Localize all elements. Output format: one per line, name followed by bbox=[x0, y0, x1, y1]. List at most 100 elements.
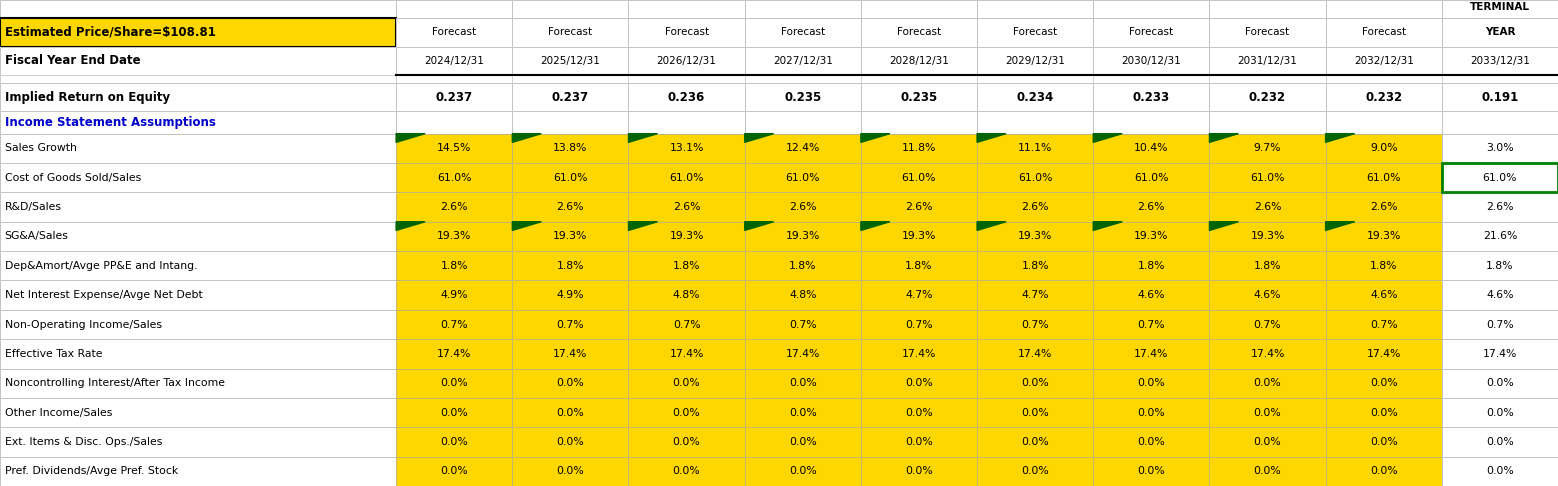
Bar bbox=[396, 398, 513, 427]
Text: 0.0%: 0.0% bbox=[905, 467, 933, 476]
Bar bbox=[1441, 134, 1558, 163]
Text: 0.0%: 0.0% bbox=[1486, 408, 1514, 417]
Bar bbox=[745, 192, 862, 222]
Bar bbox=[1209, 0, 1326, 18]
Bar bbox=[862, 222, 977, 251]
Text: 0.0%: 0.0% bbox=[1369, 467, 1398, 476]
Bar bbox=[1209, 75, 1326, 83]
Bar bbox=[513, 398, 628, 427]
Bar bbox=[1094, 339, 1209, 368]
Bar bbox=[0, 251, 396, 280]
Bar bbox=[745, 18, 862, 47]
Text: 2.6%: 2.6% bbox=[905, 202, 933, 212]
Bar bbox=[513, 222, 628, 251]
Bar bbox=[0, 280, 396, 310]
Text: 17.4%: 17.4% bbox=[1134, 349, 1168, 359]
Bar bbox=[745, 368, 862, 398]
Bar bbox=[628, 75, 745, 83]
Bar bbox=[862, 18, 977, 47]
Bar bbox=[1326, 111, 1441, 134]
Bar bbox=[1441, 47, 1558, 75]
Text: Cost of Goods Sold/Sales: Cost of Goods Sold/Sales bbox=[5, 173, 140, 183]
Text: 0.233: 0.233 bbox=[1133, 91, 1170, 104]
Bar bbox=[1094, 280, 1209, 310]
Bar bbox=[396, 222, 513, 251]
Bar bbox=[1094, 75, 1209, 83]
Text: Ext. Items & Disc. Ops./Sales: Ext. Items & Disc. Ops./Sales bbox=[5, 437, 162, 447]
Text: Forecast: Forecast bbox=[665, 27, 709, 37]
Bar bbox=[628, 280, 745, 310]
Polygon shape bbox=[745, 222, 774, 230]
Bar bbox=[513, 111, 628, 134]
Text: 0.7%: 0.7% bbox=[556, 319, 584, 330]
Text: 61.0%: 61.0% bbox=[1483, 173, 1517, 183]
Bar bbox=[513, 339, 628, 368]
Bar bbox=[628, 134, 745, 163]
Text: Forecast: Forecast bbox=[897, 27, 941, 37]
Bar bbox=[396, 163, 513, 192]
Text: 61.0%: 61.0% bbox=[1134, 173, 1168, 183]
Bar bbox=[1326, 134, 1441, 163]
Bar bbox=[396, 251, 513, 280]
Bar bbox=[513, 251, 628, 280]
Text: 1.8%: 1.8% bbox=[441, 261, 467, 271]
Bar bbox=[745, 310, 862, 339]
Text: 0.7%: 0.7% bbox=[1137, 319, 1165, 330]
Bar bbox=[0, 134, 396, 163]
Bar bbox=[745, 163, 862, 192]
Bar bbox=[1094, 368, 1209, 398]
Bar bbox=[862, 398, 977, 427]
Text: 0.232: 0.232 bbox=[1365, 91, 1402, 104]
Text: Net Interest Expense/Avge Net Debt: Net Interest Expense/Avge Net Debt bbox=[5, 290, 203, 300]
Bar bbox=[1441, 280, 1558, 310]
Text: 2.6%: 2.6% bbox=[1137, 202, 1165, 212]
Polygon shape bbox=[396, 222, 425, 230]
Bar bbox=[977, 134, 1094, 163]
Bar bbox=[1094, 134, 1209, 163]
Bar bbox=[1094, 398, 1209, 427]
Bar bbox=[1209, 111, 1326, 134]
Text: 0.0%: 0.0% bbox=[1369, 437, 1398, 447]
Text: 1.8%: 1.8% bbox=[1137, 261, 1165, 271]
Text: 2027/12/31: 2027/12/31 bbox=[773, 56, 832, 66]
Bar bbox=[1441, 134, 1558, 163]
Text: 1.8%: 1.8% bbox=[1254, 261, 1281, 271]
Bar bbox=[513, 310, 628, 339]
Text: 2030/12/31: 2030/12/31 bbox=[1122, 56, 1181, 66]
Bar bbox=[628, 0, 745, 18]
Bar bbox=[628, 163, 745, 192]
Bar bbox=[1326, 163, 1441, 192]
Bar bbox=[628, 75, 745, 83]
Bar bbox=[745, 222, 862, 251]
Bar bbox=[0, 427, 396, 457]
Bar bbox=[745, 280, 862, 310]
Bar bbox=[0, 192, 396, 222]
Bar bbox=[862, 163, 977, 192]
Text: 4.6%: 4.6% bbox=[1137, 290, 1165, 300]
Bar bbox=[745, 427, 862, 457]
Text: 0.0%: 0.0% bbox=[556, 467, 584, 476]
Bar bbox=[745, 111, 862, 134]
Bar bbox=[977, 192, 1094, 222]
Bar bbox=[1326, 368, 1441, 398]
Text: 2028/12/31: 2028/12/31 bbox=[890, 56, 949, 66]
Text: 13.8%: 13.8% bbox=[553, 143, 587, 153]
Text: Income Statement Assumptions: Income Statement Assumptions bbox=[5, 116, 215, 129]
Bar bbox=[0, 111, 396, 134]
Text: 0.0%: 0.0% bbox=[673, 408, 701, 417]
Bar bbox=[1209, 251, 1326, 280]
Bar bbox=[977, 368, 1094, 398]
Bar bbox=[1094, 192, 1209, 222]
Bar bbox=[396, 192, 513, 222]
Bar bbox=[628, 18, 745, 47]
Bar bbox=[977, 192, 1094, 222]
Bar bbox=[977, 0, 1094, 18]
Text: 0.234: 0.234 bbox=[1016, 91, 1053, 104]
Bar bbox=[1326, 222, 1441, 251]
Bar bbox=[1094, 457, 1209, 486]
Bar bbox=[513, 111, 628, 134]
Text: 11.1%: 11.1% bbox=[1017, 143, 1052, 153]
Bar bbox=[1209, 163, 1326, 192]
Text: YEAR: YEAR bbox=[1485, 27, 1516, 37]
Bar bbox=[0, 222, 396, 251]
